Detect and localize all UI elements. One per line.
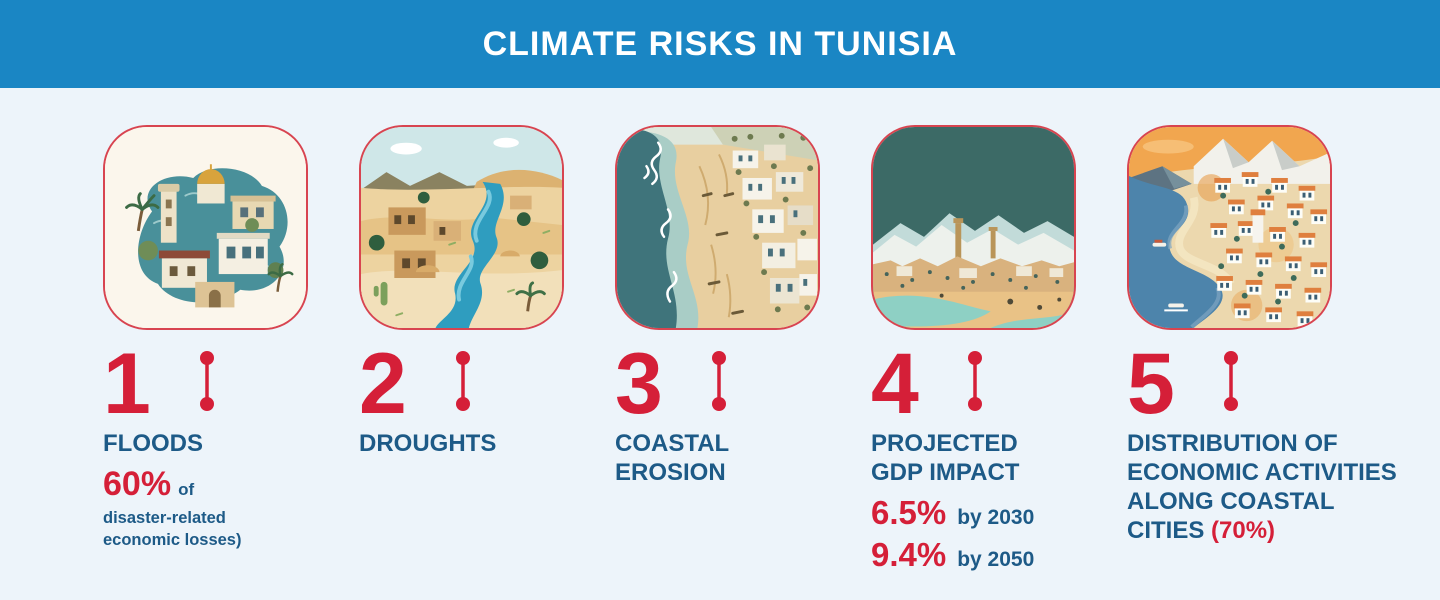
connector-pin-icon <box>1224 351 1238 411</box>
item-number-row: 4 <box>871 336 1076 432</box>
desert-river-illustration <box>361 127 562 328</box>
item-number-row: 1 <box>103 336 308 432</box>
risk-item-gdp-impact: 4 PROJECTED GDP IMPACT 6.5% by 2030 9.4% b… <box>871 125 1076 574</box>
risk-items-row: 1 FLOODS 60% of disaster-related economic… <box>0 125 1440 574</box>
gdp-impact-card <box>871 125 1076 330</box>
item-number: 1 <box>103 336 151 432</box>
header-banner: CLIMATE RISKS IN TUNISIA <box>0 0 1440 88</box>
item-number: 2 <box>359 336 407 432</box>
item-label: FLOODS <box>103 430 203 457</box>
item-label: DISTRIBUTION OF ECONOMIC ACTIVITIES ALON… <box>1127 430 1397 544</box>
connector-pin-icon <box>968 351 982 411</box>
item-number: 4 <box>871 336 919 432</box>
connector-pin-icon <box>712 351 726 411</box>
item-label-last-line: CITIES (70%) <box>1127 517 1276 544</box>
city-skyline-mountains-illustration <box>873 127 1074 328</box>
item-number-row: 2 <box>359 336 564 432</box>
eroding-coastline-illustration <box>617 127 818 328</box>
floods-stat-value: 60% <box>103 465 172 503</box>
coastal-city-aerial-illustration <box>1129 127 1330 328</box>
item-number: 5 <box>1127 336 1175 432</box>
gdp-stat-2030: 6.5% by 2030 <box>871 494 1035 531</box>
item-label: DROUGHTS <box>359 430 497 457</box>
coastal-erosion-card <box>615 125 820 330</box>
floods-card <box>103 125 308 330</box>
floods-stat-description: disaster-related economic losses) <box>103 509 242 549</box>
item-number-row: 3 <box>615 336 820 432</box>
item-label: PROJECTED GDP IMPACT <box>871 430 1020 486</box>
item-number-row: 5 <box>1127 336 1332 432</box>
droughts-card <box>359 125 564 330</box>
risk-item-floods: 1 FLOODS 60% of disaster-related economic… <box>103 125 308 574</box>
item-label: COASTAL EROSION <box>615 430 730 486</box>
risk-item-coastal-erosion: 3 COASTAL EROSION <box>615 125 820 574</box>
risk-item-droughts: 2 DROUGHTS <box>359 125 564 574</box>
gdp-stat-2050: 9.4% by 2050 <box>871 536 1035 573</box>
connector-pin-icon <box>456 351 470 411</box>
distribution-card <box>1127 125 1332 330</box>
flooded-village-illustration <box>105 127 306 328</box>
floods-stat: 60% of <box>103 465 308 504</box>
climate-risks-infographic: CLIMATE RISKS IN TUNISIA <box>0 0 1440 574</box>
item-number: 3 <box>615 336 663 432</box>
risk-item-distribution: 5 DISTRIBUTION OF ECONOMIC ACTIVITIES AL… <box>1127 125 1397 574</box>
floods-stat-unit: of <box>178 480 195 499</box>
distribution-highlight-value: (70%) <box>1211 517 1276 544</box>
page-title: CLIMATE RISKS IN TUNISIA <box>482 24 958 63</box>
gdp-stats: 6.5% by 2030 9.4% by 2050 <box>871 494 1076 574</box>
connector-pin-icon <box>200 351 214 411</box>
